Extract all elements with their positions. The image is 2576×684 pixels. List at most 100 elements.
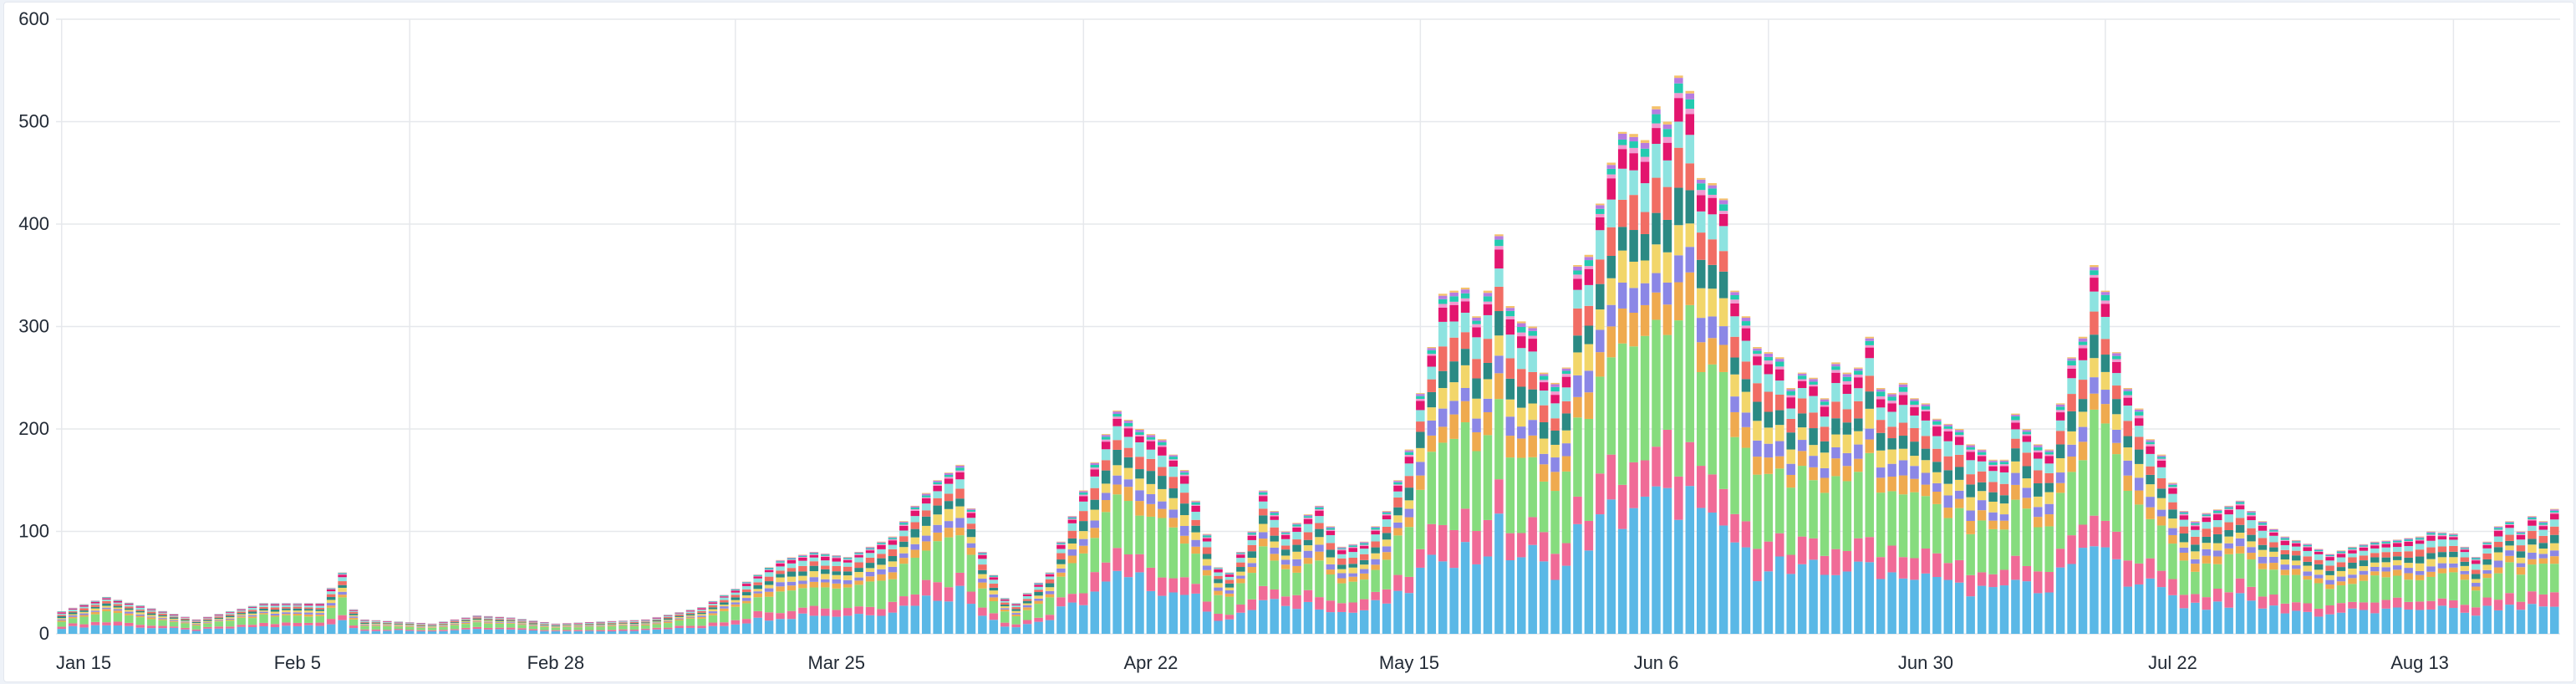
bar-segment-series-7[interactable] — [1146, 471, 1156, 484]
bar-segment-series-5[interactable] — [1483, 398, 1493, 412]
bar-segment-series-8[interactable] — [2034, 470, 2043, 484]
bar-segment-series-2[interactable] — [1236, 604, 1245, 613]
bar-segment-series-6[interactable] — [1505, 399, 1515, 417]
bar-segment-series-10[interactable] — [764, 569, 774, 573]
bar-segment-series-3[interactable] — [821, 587, 830, 609]
bar-segment-series-4[interactable] — [843, 584, 853, 588]
bar-segment-series-5[interactable] — [1764, 443, 1774, 458]
bar-segment-series-9[interactable] — [2370, 548, 2380, 554]
bar-segment-series-7[interactable] — [113, 605, 123, 608]
bar-segment-series-11[interactable] — [787, 559, 797, 560]
bar-segment-series-10[interactable] — [506, 618, 516, 619]
bar-segment-series-4[interactable] — [551, 627, 561, 628]
bar-segment-series-10[interactable] — [2212, 514, 2222, 521]
bar-segment-series-12[interactable] — [888, 538, 898, 539]
bar-segment-series-9[interactable] — [2493, 536, 2503, 543]
bar-segment-series-6[interactable] — [1640, 260, 1650, 283]
bar-segment-series-9[interactable] — [753, 578, 762, 583]
bar-segment-series-2[interactable] — [416, 630, 425, 631]
bar-segment-series-1[interactable] — [742, 623, 751, 634]
bar-segment-series-5[interactable] — [607, 625, 617, 626]
bar-segment-series-6[interactable] — [135, 612, 145, 615]
bar-segment-series-8[interactable] — [1943, 456, 1953, 471]
bar-segment-series-5[interactable] — [237, 615, 246, 617]
bar-segment-series-6[interactable] — [79, 611, 89, 614]
bar-segment-series-4[interactable] — [1708, 338, 1717, 365]
bar-segment-series-9[interactable] — [1887, 411, 1896, 427]
bar-segment-series-9[interactable] — [2269, 535, 2278, 543]
bar-segment-series-10[interactable] — [1876, 399, 1886, 408]
bar-segment-series-7[interactable] — [1910, 442, 1919, 457]
bar-segment-series-4[interactable] — [1416, 475, 1425, 490]
bar-segment-series-5[interactable] — [821, 579, 830, 583]
bar-segment-series-14[interactable] — [1326, 526, 1336, 528]
bar-segment-series-11[interactable] — [1202, 537, 1212, 539]
bar-segment-series-5[interactable] — [2426, 566, 2436, 572]
bar-segment-series-1[interactable] — [2303, 611, 2312, 634]
bar-segment-series-9[interactable] — [955, 479, 965, 489]
bar-segment-series-8[interactable] — [1999, 483, 2009, 496]
bar-segment-series-4[interactable] — [675, 619, 684, 620]
bar-segment-series-10[interactable] — [1596, 217, 1605, 231]
bar-segment-series-3[interactable] — [708, 615, 718, 623]
bar-segment-series-1[interactable] — [1348, 612, 1357, 634]
bar-segment-series-5[interactable] — [2280, 564, 2290, 570]
bar-segment-series-1[interactable] — [338, 620, 347, 634]
bar-segment-series-6[interactable] — [731, 600, 741, 603]
bar-segment-series-7[interactable] — [1011, 609, 1021, 611]
bar-segment-series-12[interactable] — [2449, 534, 2458, 537]
bar-segment-series-5[interactable] — [2505, 550, 2514, 556]
bar-segment-series-4[interactable] — [1112, 484, 1122, 495]
bar-segment-series-11[interactable] — [1708, 194, 1717, 198]
bar-segment-series-12[interactable] — [1022, 593, 1032, 595]
bar-segment-series-4[interactable] — [1741, 426, 1751, 448]
bar-segment-series-11[interactable] — [1393, 484, 1403, 486]
bar-segment-series-9[interactable] — [1674, 121, 1683, 148]
bar-segment-series-2[interactable] — [809, 605, 819, 616]
bar-segment-series-7[interactable] — [1045, 583, 1055, 588]
bar-segment-series-6[interactable] — [1259, 523, 1268, 533]
bar-segment-series-5[interactable] — [2370, 567, 2380, 572]
bar-segment-series-5[interactable] — [843, 579, 853, 584]
bar-segment-series-12[interactable] — [90, 600, 100, 602]
bar-segment-series-8[interactable] — [584, 623, 594, 625]
bar-segment-series-9[interactable] — [135, 607, 145, 610]
bar-segment-series-2[interactable] — [2415, 601, 2425, 610]
bar-segment-series-14[interactable] — [1472, 316, 1481, 318]
bar-segment-series-11[interactable] — [1348, 547, 1357, 549]
bar-segment-series-6[interactable] — [1000, 606, 1010, 609]
bar-segment-series-2[interactable] — [1123, 554, 1133, 578]
bar-segment-series-13[interactable] — [1764, 353, 1774, 357]
bar-segment-series-10[interactable] — [1517, 336, 1526, 349]
bar-segment-series-9[interactable] — [1146, 449, 1156, 459]
bar-segment-series-12[interactable] — [2314, 549, 2324, 552]
bar-segment-series-12[interactable] — [2538, 523, 2548, 525]
bar-segment-series-6[interactable] — [2090, 358, 2099, 378]
bar-segment-series-4[interactable] — [1898, 475, 1908, 495]
bar-segment-series-4[interactable] — [910, 549, 920, 558]
bar-segment-series-6[interactable] — [2359, 565, 2369, 571]
bar-segment-series-4[interactable] — [584, 625, 594, 627]
bar-segment-series-2[interactable] — [607, 630, 617, 632]
bar-segment-series-10[interactable] — [652, 617, 662, 619]
bar-segment-series-4[interactable] — [2303, 575, 2312, 580]
bar-segment-series-1[interactable] — [787, 619, 797, 634]
bar-segment-series-2[interactable] — [214, 626, 224, 629]
bar-segment-series-7[interactable] — [1696, 259, 1706, 288]
bar-segment-series-2[interactable] — [1854, 538, 1863, 562]
bar-segment-series-2[interactable] — [978, 607, 987, 616]
bar-segment-series-14[interactable] — [2044, 449, 2054, 451]
bar-segment-series-7[interactable] — [944, 501, 954, 509]
bar-segment-series-11[interactable] — [821, 555, 830, 557]
bar-segment-series-5[interactable] — [798, 580, 807, 584]
bar-segment-series-5[interactable] — [1550, 457, 1560, 472]
bar-segment-series-5[interactable] — [899, 553, 909, 559]
bar-segment-series-11[interactable] — [326, 589, 336, 590]
bar-segment-series-1[interactable] — [2404, 609, 2413, 634]
bar-segment-series-8[interactable] — [1596, 259, 1605, 284]
bar-segment-series-8[interactable] — [1865, 375, 1874, 392]
bar-segment-series-9[interactable] — [675, 613, 684, 615]
bar-segment-series-5[interactable] — [573, 625, 583, 627]
bar-segment-series-11[interactable] — [1910, 405, 1919, 408]
bar-segment-series-4[interactable] — [2212, 556, 2222, 564]
